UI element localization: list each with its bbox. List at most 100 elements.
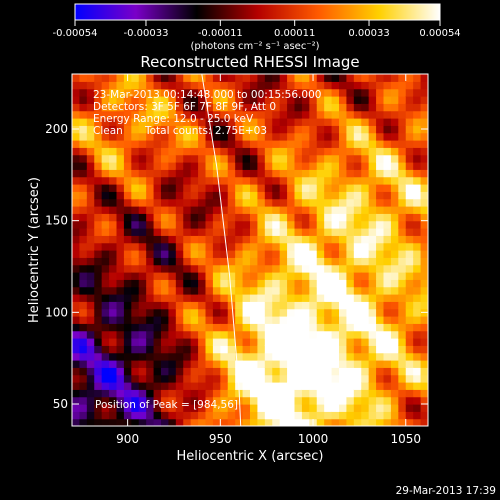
heatmap-cell [279,404,288,412]
heatmap-cell [413,220,422,229]
heatmap-cell [346,220,355,229]
heatmap-cell [264,257,273,266]
heatmap-cell [264,374,273,383]
heatmap-cell [353,74,362,82]
heatmap-cell [398,301,407,310]
heatmap-cell [398,345,407,354]
heatmap-cell [257,228,266,236]
heatmap-cell [331,250,340,258]
heatmap-cell [86,264,95,273]
heatmap-cell [287,88,296,97]
heatmap-cell [383,352,392,361]
heatmap-cell [183,250,192,258]
heatmap-cell [346,88,355,97]
heatmap-cell [420,88,428,97]
heatmap-cell [294,418,303,426]
heatmap-cell [353,110,362,119]
heatmap-cell [79,396,88,405]
heatmap-cell [346,176,355,185]
heatmap-cell [405,418,414,426]
heatmap-cell [146,154,155,163]
heatmap-cell [250,418,259,426]
heatmap-cell [398,286,407,295]
heatmap-cell [205,88,214,97]
heatmap-cell [264,279,273,288]
heatmap-cell [368,206,377,214]
heatmap-cell [94,169,103,178]
heatmap-cell [390,404,399,412]
heatmap-cell [339,338,348,346]
heatmap-cell [123,110,132,119]
heatmap-cell [294,396,303,405]
heatmap-cell [212,169,221,178]
heatmap-cell [368,301,377,310]
heatmap-cell [331,272,340,280]
heatmap-cell [420,162,428,170]
heatmap-cell [361,96,370,104]
heatmap-cell [353,374,362,383]
heatmap-cell [413,81,422,90]
heatmap-cell [123,352,132,361]
heatmap-cell [123,132,132,141]
heatmap-cell [279,411,288,420]
heatmap-cell [405,382,414,390]
heatmap-cell [86,132,95,141]
heatmap-cell [72,316,81,324]
heatmap-cell [264,330,273,339]
heatmap-cell [294,103,303,112]
heatmap-cell [242,206,251,214]
heatmap-cell [264,308,273,317]
heatmap-cell [294,323,303,332]
heatmap-cell [190,184,199,192]
heatmap-cell [257,301,266,310]
heatmap-cell [235,198,244,207]
heatmap-cell [227,374,236,383]
heatmap-cell [138,338,147,346]
heatmap-cell [294,169,303,178]
heatmap-cell [361,279,370,288]
heatmap-cell [398,323,407,332]
heatmap-cell [279,418,288,426]
heatmap-cell [279,198,288,207]
heatmap-cell [101,396,110,405]
heatmap-cell [250,184,259,192]
heatmap-cell [175,154,184,163]
heatmap-cell [72,110,81,119]
heatmap-cell [287,316,296,324]
heatmap-cell [376,301,385,310]
heatmap-cell [250,154,259,163]
heatmap-cell [123,206,132,214]
heatmap-cell [86,81,95,90]
heatmap-cell [235,118,244,126]
heatmap-cell [287,198,296,207]
heatmap-cell [279,250,288,258]
heatmap-cell [86,206,95,214]
heatmap-cell [138,118,147,126]
heatmap-cell [368,88,377,97]
heatmap-cell [301,132,310,141]
heatmap-cell [212,228,221,236]
heatmap-cell [250,367,259,376]
heatmap-cell [109,360,118,368]
heatmap-cell [175,228,184,236]
heatmap-cell [168,308,177,317]
heatmap-cell [272,360,281,368]
heatmap-cell [227,147,236,156]
heatmap-cell [272,169,281,178]
heatmap-cell [79,352,88,361]
heatmap-cell [383,228,392,236]
heatmap-cell [94,279,103,288]
heatmap-cell [94,110,103,119]
heatmap-cell [287,301,296,310]
heatmap-cell [190,206,199,214]
heatmap-cell [198,316,207,324]
heatmap-cell [183,323,192,332]
heatmap-cell [272,367,281,376]
heatmap-cell [272,140,281,148]
heatmap-cell [376,294,385,302]
heatmap-cell [131,367,140,376]
heatmap-cell [250,242,259,251]
heatmap-cell [175,81,184,90]
heatmap-cell [116,132,125,141]
heatmap-cell [309,352,318,361]
